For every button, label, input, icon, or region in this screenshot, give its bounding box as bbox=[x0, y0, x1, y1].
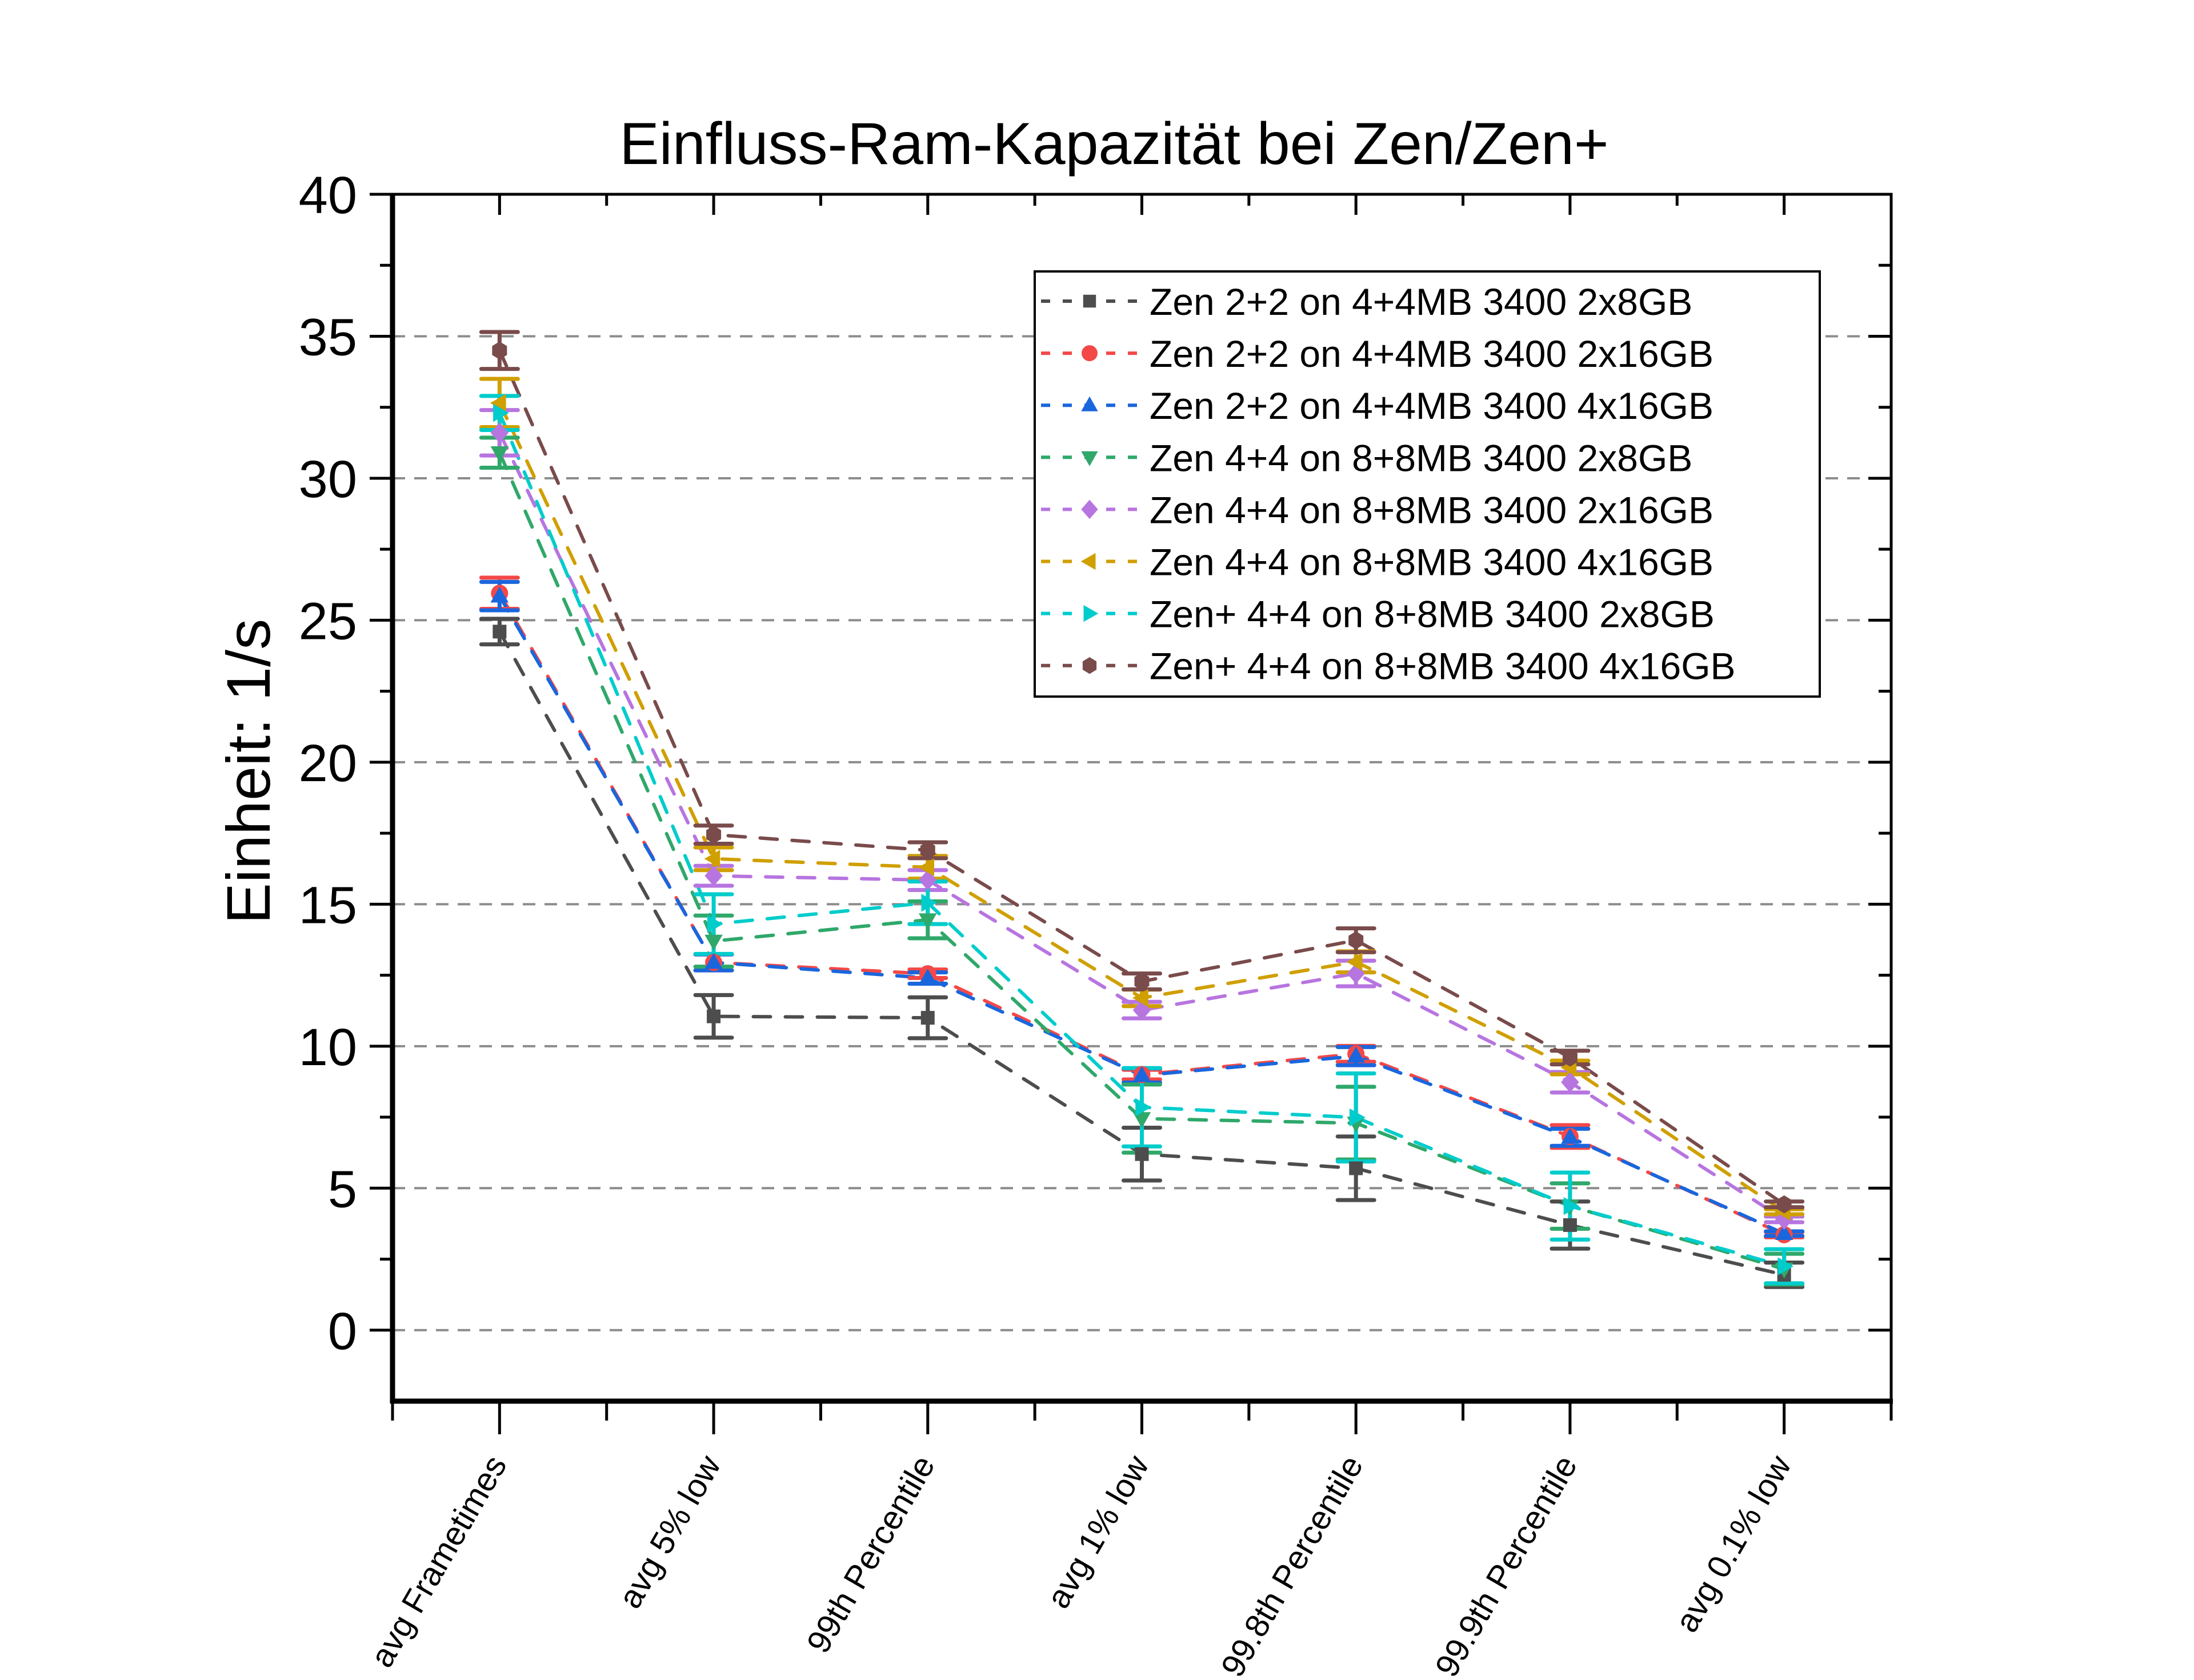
marker-triangle-down bbox=[704, 934, 723, 951]
marker-triangle-right bbox=[1135, 1098, 1151, 1117]
marker-hexagon bbox=[492, 341, 507, 360]
marker-triangle-right bbox=[1349, 1108, 1366, 1127]
marker-triangle-up bbox=[490, 586, 509, 603]
marker-triangle-right bbox=[1563, 1197, 1580, 1215]
y-tick-label: 30 bbox=[299, 450, 357, 509]
legend-item: Zen+ 4+4 on 8+8MB 3400 4x16GB bbox=[1041, 645, 1736, 687]
marker-triangle-left bbox=[918, 858, 935, 877]
marker-triangle-down bbox=[490, 446, 509, 462]
marker-triangle-right bbox=[1083, 605, 1099, 622]
marker-hexagon bbox=[1082, 657, 1097, 674]
marker-triangle-up bbox=[1132, 1066, 1151, 1082]
legend-item: Zen 2+2 on 4+4MB 3400 2x16GB bbox=[1041, 333, 1713, 375]
marker-triangle-down bbox=[1081, 451, 1098, 466]
y-tick-label: 40 bbox=[299, 166, 357, 225]
marker-triangle-up bbox=[1347, 1046, 1365, 1063]
y-axis-ticks: 0 5 10 15 20 25 30 35 40 bbox=[299, 166, 1891, 1361]
legend-item: Zen 4+4 on 8+8MB 3400 4x16GB bbox=[1041, 541, 1713, 583]
y-tick-label: 25 bbox=[299, 592, 357, 650]
marker-triangle-up bbox=[1081, 396, 1098, 411]
marker-triangle-right bbox=[1777, 1257, 1794, 1275]
y-tick-label: 10 bbox=[299, 1018, 357, 1077]
marker-triangle-right bbox=[493, 403, 509, 422]
legend-label: Zen 4+4 on 8+8MB 3400 2x16GB bbox=[1150, 489, 1713, 531]
data-markers bbox=[490, 341, 1794, 1282]
marker-triangle-left bbox=[1346, 953, 1363, 971]
y-tick-label: 20 bbox=[299, 734, 357, 793]
marker-square bbox=[1349, 1161, 1363, 1175]
legend-label: Zen+ 4+4 on 8+8MB 3400 2x8GB bbox=[1150, 593, 1715, 635]
marker-hexagon bbox=[920, 841, 935, 859]
marker-diamond bbox=[1561, 1071, 1579, 1093]
marker-hexagon bbox=[1562, 1048, 1578, 1067]
marker-triangle-up bbox=[919, 969, 937, 985]
marker-square bbox=[707, 1009, 721, 1023]
marker-triangle-left bbox=[1132, 989, 1148, 1007]
legend-item: Zen 4+4 on 8+8MB 3400 2x16GB bbox=[1041, 489, 1713, 531]
chart-title: Einfluss-Ram-Kapazität bei Zen/Zen+ bbox=[619, 111, 1608, 177]
marker-diamond bbox=[490, 422, 509, 443]
marker-diamond bbox=[704, 865, 723, 886]
marker-square bbox=[1563, 1218, 1577, 1232]
marker-hexagon bbox=[1776, 1195, 1792, 1214]
legend-label: Zen 4+4 on 8+8MB 3400 2x8GB bbox=[1150, 437, 1692, 479]
legend-item: Zen 4+4 on 8+8MB 3400 2x8GB bbox=[1041, 437, 1692, 479]
legend: Zen 2+2 on 4+4MB 3400 2x8GB Zen 2+2 on 4+… bbox=[1034, 270, 1821, 698]
y-tick-label: 15 bbox=[299, 876, 357, 934]
legend-label: Zen+ 4+4 on 8+8MB 3400 4x16GB bbox=[1150, 645, 1736, 687]
marker-diamond bbox=[1081, 499, 1098, 519]
marker-square bbox=[493, 625, 507, 639]
marker-square bbox=[920, 1011, 935, 1025]
legend-label: Zen 2+2 on 4+4MB 3400 2x8GB bbox=[1150, 281, 1692, 323]
legend-label: Zen 2+2 on 4+4MB 3400 2x16GB bbox=[1150, 333, 1713, 375]
marker-triangle-left bbox=[1080, 553, 1096, 570]
legend-item: Zen 2+2 on 4+4MB 3400 2x8GB bbox=[1041, 281, 1692, 323]
legend-label: Zen 4+4 on 8+8MB 3400 4x16GB bbox=[1150, 541, 1713, 583]
marker-triangle-down bbox=[919, 913, 937, 930]
marker-square bbox=[1083, 294, 1096, 308]
marker-triangle-down bbox=[1132, 1112, 1151, 1129]
marker-triangle-up bbox=[1775, 1224, 1793, 1241]
y-tick-label: 0 bbox=[328, 1302, 357, 1361]
y-axis-label: Einheit: 1/s bbox=[214, 619, 283, 924]
marker-square bbox=[1135, 1147, 1149, 1161]
marker-triangle-up bbox=[1561, 1127, 1579, 1144]
marker-triangle-right bbox=[707, 915, 723, 933]
legend-label: Zen 2+2 on 4+4MB 3400 4x16GB bbox=[1150, 385, 1713, 427]
marker-triangle-right bbox=[921, 894, 938, 912]
y-tick-label: 35 bbox=[299, 308, 357, 366]
legend-item: Zen 2+2 on 4+4MB 3400 4x16GB bbox=[1041, 385, 1713, 427]
legend-box bbox=[1034, 270, 1821, 698]
marker-triangle-up bbox=[704, 953, 723, 969]
marker-circle bbox=[1082, 345, 1098, 362]
marker-hexagon bbox=[1348, 931, 1364, 950]
marker-hexagon bbox=[706, 825, 722, 844]
legend-item: Zen+ 4+4 on 8+8MB 3400 2x8GB bbox=[1041, 593, 1715, 635]
marker-hexagon bbox=[1134, 972, 1150, 991]
marker-triangle-left bbox=[490, 394, 506, 413]
marker-triangle-left bbox=[704, 850, 720, 868]
y-tick-label: 5 bbox=[328, 1160, 357, 1218]
